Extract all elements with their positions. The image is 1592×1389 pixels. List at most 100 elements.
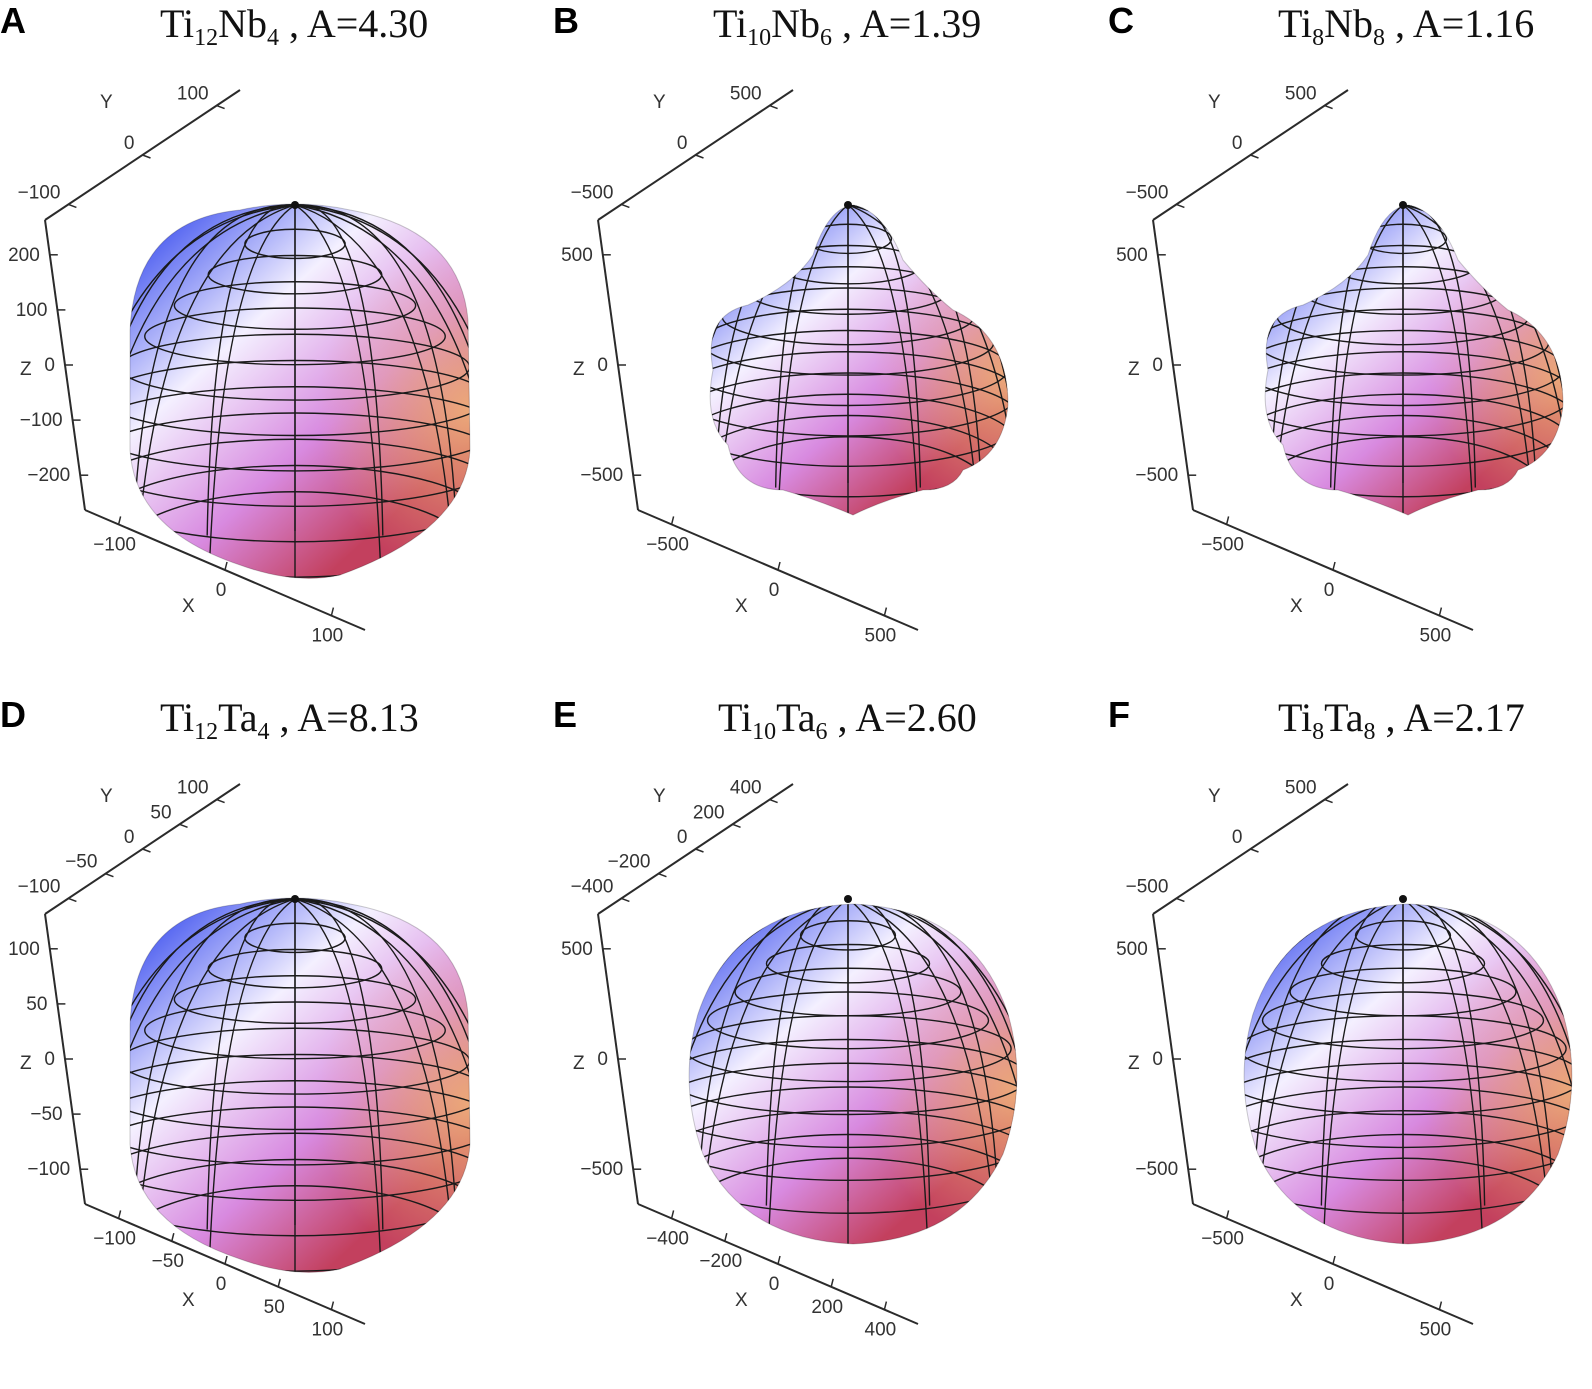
z-tick-label: 100 [8, 939, 40, 960]
title-sub2: 4 [267, 25, 280, 51]
x-tick-label: −500 [646, 534, 689, 555]
y-tick-label: 0 [1232, 133, 1243, 154]
panel-a: A Ti12Nb4 , A=4.30 100 0 −100 200 100 0 −100 −200… [0, 0, 540, 680]
x-tick [277, 1278, 281, 1287]
x-tick-label: 200 [811, 1297, 843, 1318]
title-element: Nb [1324, 1, 1374, 46]
title-sub1: 10 [747, 25, 772, 51]
y-tick-label: 100 [177, 84, 209, 105]
y-tick [1176, 897, 1185, 903]
z-tick-label: 0 [1152, 355, 1163, 376]
z-axis-label: Z [573, 1053, 585, 1074]
x-tick-label: 0 [769, 1274, 780, 1295]
surface-highlight [1244, 904, 1572, 1244]
x-tick-label: 100 [312, 626, 344, 647]
x-tick [117, 1210, 122, 1219]
surface-highlight [130, 204, 470, 579]
surface-mesh [130, 898, 470, 1273]
x-tick-label: 100 [312, 1320, 344, 1341]
panel-letter: C [1108, 0, 1134, 41]
title-base: Ti [1278, 695, 1313, 740]
x-axis-label: X [1290, 596, 1303, 617]
surface-plot: 500 0 −500 500 0 −500 −500 0 500 Y Z X [1116, 84, 1564, 647]
surface-highlight [130, 898, 470, 1273]
y-tick-label: 500 [1285, 84, 1317, 105]
x-tick-label: −100 [93, 1228, 136, 1249]
y-tick-label: 0 [677, 133, 688, 154]
x-tick-label: 500 [1420, 626, 1452, 647]
title-anisotropy: , A=2.17 [1375, 695, 1525, 740]
surface-outline [129, 897, 471, 1273]
x-tick [670, 516, 675, 525]
z-tick-label: −200 [27, 465, 70, 486]
y-tick [658, 872, 667, 878]
title-sub2: 6 [820, 25, 833, 51]
title-anisotropy: , A=1.39 [832, 1, 982, 46]
title-base: Ti [160, 695, 195, 740]
z-tick-label: −500 [580, 465, 623, 486]
y-tick [1250, 154, 1259, 159]
title-anisotropy: , A=4.30 [279, 1, 429, 46]
panel-f: F Ti8Ta8 , A=2.17 500 0 −500 500 0 −500 −500 0 500… [1108, 694, 1592, 1374]
x-tick-label: 0 [1324, 1274, 1335, 1295]
panel-title: Ti12Nb4 , A=4.30 [160, 0, 428, 52]
surface-pole [1399, 895, 1407, 903]
title-base: Ti [718, 695, 753, 740]
title-anisotropy: , A=2.60 [827, 695, 977, 740]
panel-letter: F [1108, 694, 1130, 735]
z-tick-label: −100 [20, 410, 63, 431]
x-tick [330, 1301, 335, 1310]
z-tick-label: 100 [16, 300, 48, 321]
panel-c: C Ti8Nb8 , A=1.16 500 0 −500 500 0 −500 −500 0 500… [1108, 0, 1592, 680]
y-tick-label: 500 [1285, 778, 1317, 799]
x-tick [883, 1301, 888, 1310]
surface-highlight [710, 205, 1008, 515]
x-axis-label: X [735, 1290, 748, 1311]
panel-title: Ti12Ta4 , A=8.13 [160, 694, 419, 746]
x-tick [1438, 607, 1443, 616]
x-tick [171, 1233, 175, 1242]
y-tick-label: −500 [571, 182, 614, 203]
x-axis-label: X [1290, 1290, 1303, 1311]
y-axis-label: Y [1208, 92, 1221, 113]
x-axis-label: X [182, 596, 195, 617]
panel-e: E Ti10Ta6 , A=2.60 400 200 0 −200 −400 500 0 −500… [553, 694, 1093, 1374]
y-tick [105, 872, 114, 878]
surface-pole [844, 201, 852, 209]
y-tick-label: 200 [693, 802, 725, 823]
x-tick-label: 0 [216, 580, 227, 601]
z-tick-label: −500 [1135, 465, 1178, 486]
panel-title: Ti10Nb6 , A=1.39 [713, 0, 981, 52]
y-tick [621, 897, 630, 903]
x-tick [830, 1278, 834, 1287]
title-sub1: 8 [1312, 719, 1325, 745]
x-tick [1225, 1210, 1230, 1219]
surface-outline [129, 203, 471, 579]
surface-plot: 100 0 −100 200 100 0 −100 −200 −100 0 100 Y Z X [8, 84, 471, 647]
y-tick [179, 823, 188, 829]
y-tick [1324, 798, 1333, 804]
title-sub2: 8 [1373, 25, 1386, 51]
surface-pole [291, 895, 299, 903]
x-tick [1332, 561, 1336, 571]
y-tick-label: −100 [18, 876, 61, 897]
z-tick-label: 500 [1116, 245, 1148, 266]
x-tick [777, 561, 781, 571]
x-tick-label: 500 [865, 626, 897, 647]
z-tick-label: 0 [597, 355, 608, 376]
z-tick-label: 0 [1152, 1049, 1163, 1070]
x-tick-label: −400 [646, 1228, 689, 1249]
panel-title: Ti8Ta8 , A=2.17 [1278, 694, 1525, 746]
y-tick [1176, 203, 1185, 209]
title-element: Ta [776, 695, 816, 740]
title-anisotropy: , A=1.16 [1385, 1, 1535, 46]
x-axis-label: X [182, 1290, 195, 1311]
x-tick [1438, 1301, 1443, 1310]
z-tick-label: 0 [44, 1049, 55, 1070]
title-sub1: 12 [194, 719, 219, 745]
x-tick [224, 561, 228, 571]
x-tick-label: 500 [1420, 1320, 1452, 1341]
z-tick-label: −100 [27, 1159, 70, 1180]
surface-pole [844, 895, 852, 903]
title-sub2: 4 [257, 719, 270, 745]
